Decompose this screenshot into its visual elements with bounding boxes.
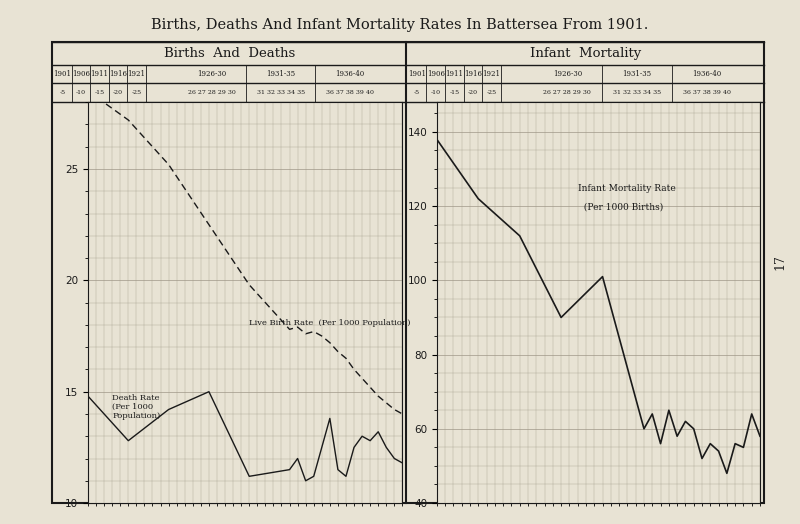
Text: 1916: 1916 — [464, 70, 482, 78]
Text: 36 37 38 39 40: 36 37 38 39 40 — [326, 90, 374, 95]
Text: 1921: 1921 — [127, 70, 146, 78]
Text: -10: -10 — [430, 90, 441, 95]
Text: 1921: 1921 — [482, 70, 501, 78]
Text: 1901: 1901 — [408, 70, 426, 78]
Text: 31 32 33 34 35: 31 32 33 34 35 — [613, 90, 661, 95]
Text: 1916: 1916 — [109, 70, 127, 78]
Text: 1931-35: 1931-35 — [266, 70, 295, 78]
Text: 1936-40: 1936-40 — [335, 70, 364, 78]
Text: Infant Mortality Rate: Infant Mortality Rate — [578, 184, 675, 193]
Text: Births, Deaths And Infant Mortality Rates In Battersea From 1901.: Births, Deaths And Infant Mortality Rate… — [151, 18, 649, 32]
Text: -5: -5 — [59, 90, 66, 95]
Text: -15: -15 — [94, 90, 105, 95]
Text: -20: -20 — [113, 90, 123, 95]
Text: -10: -10 — [76, 90, 86, 95]
Text: 17: 17 — [774, 254, 786, 270]
Text: 1931-35: 1931-35 — [622, 70, 652, 78]
Text: Death Rate
(Per 1000
Population): Death Rate (Per 1000 Population) — [112, 394, 161, 420]
Text: (Per 1000 Births): (Per 1000 Births) — [578, 203, 663, 212]
Text: 1926-30: 1926-30 — [553, 70, 582, 78]
Text: -5: -5 — [414, 90, 420, 95]
Text: -15: -15 — [450, 90, 459, 95]
Text: 1926-30: 1926-30 — [197, 70, 226, 78]
Text: 26 27 28 29 30: 26 27 28 29 30 — [187, 90, 235, 95]
Text: 36 37 38 39 40: 36 37 38 39 40 — [682, 90, 730, 95]
Text: -25: -25 — [131, 90, 142, 95]
Text: 1906: 1906 — [72, 70, 90, 78]
Text: 1906: 1906 — [426, 70, 445, 78]
Text: 1911: 1911 — [446, 70, 463, 78]
Text: Infant  Mortality: Infant Mortality — [530, 47, 641, 60]
Text: 31 32 33 34 35: 31 32 33 34 35 — [257, 90, 305, 95]
Text: 1936-40: 1936-40 — [692, 70, 722, 78]
Text: 1911: 1911 — [90, 70, 109, 78]
Bar — [52, 42, 764, 503]
Text: 1901: 1901 — [54, 70, 72, 78]
Text: Births  And  Deaths: Births And Deaths — [163, 47, 295, 60]
Text: Live Birth Rate  (Per 1000 Population): Live Birth Rate (Per 1000 Population) — [250, 319, 410, 327]
Text: -25: -25 — [486, 90, 497, 95]
Text: -20: -20 — [468, 90, 478, 95]
Text: 26 27 28 29 30: 26 27 28 29 30 — [543, 90, 591, 95]
